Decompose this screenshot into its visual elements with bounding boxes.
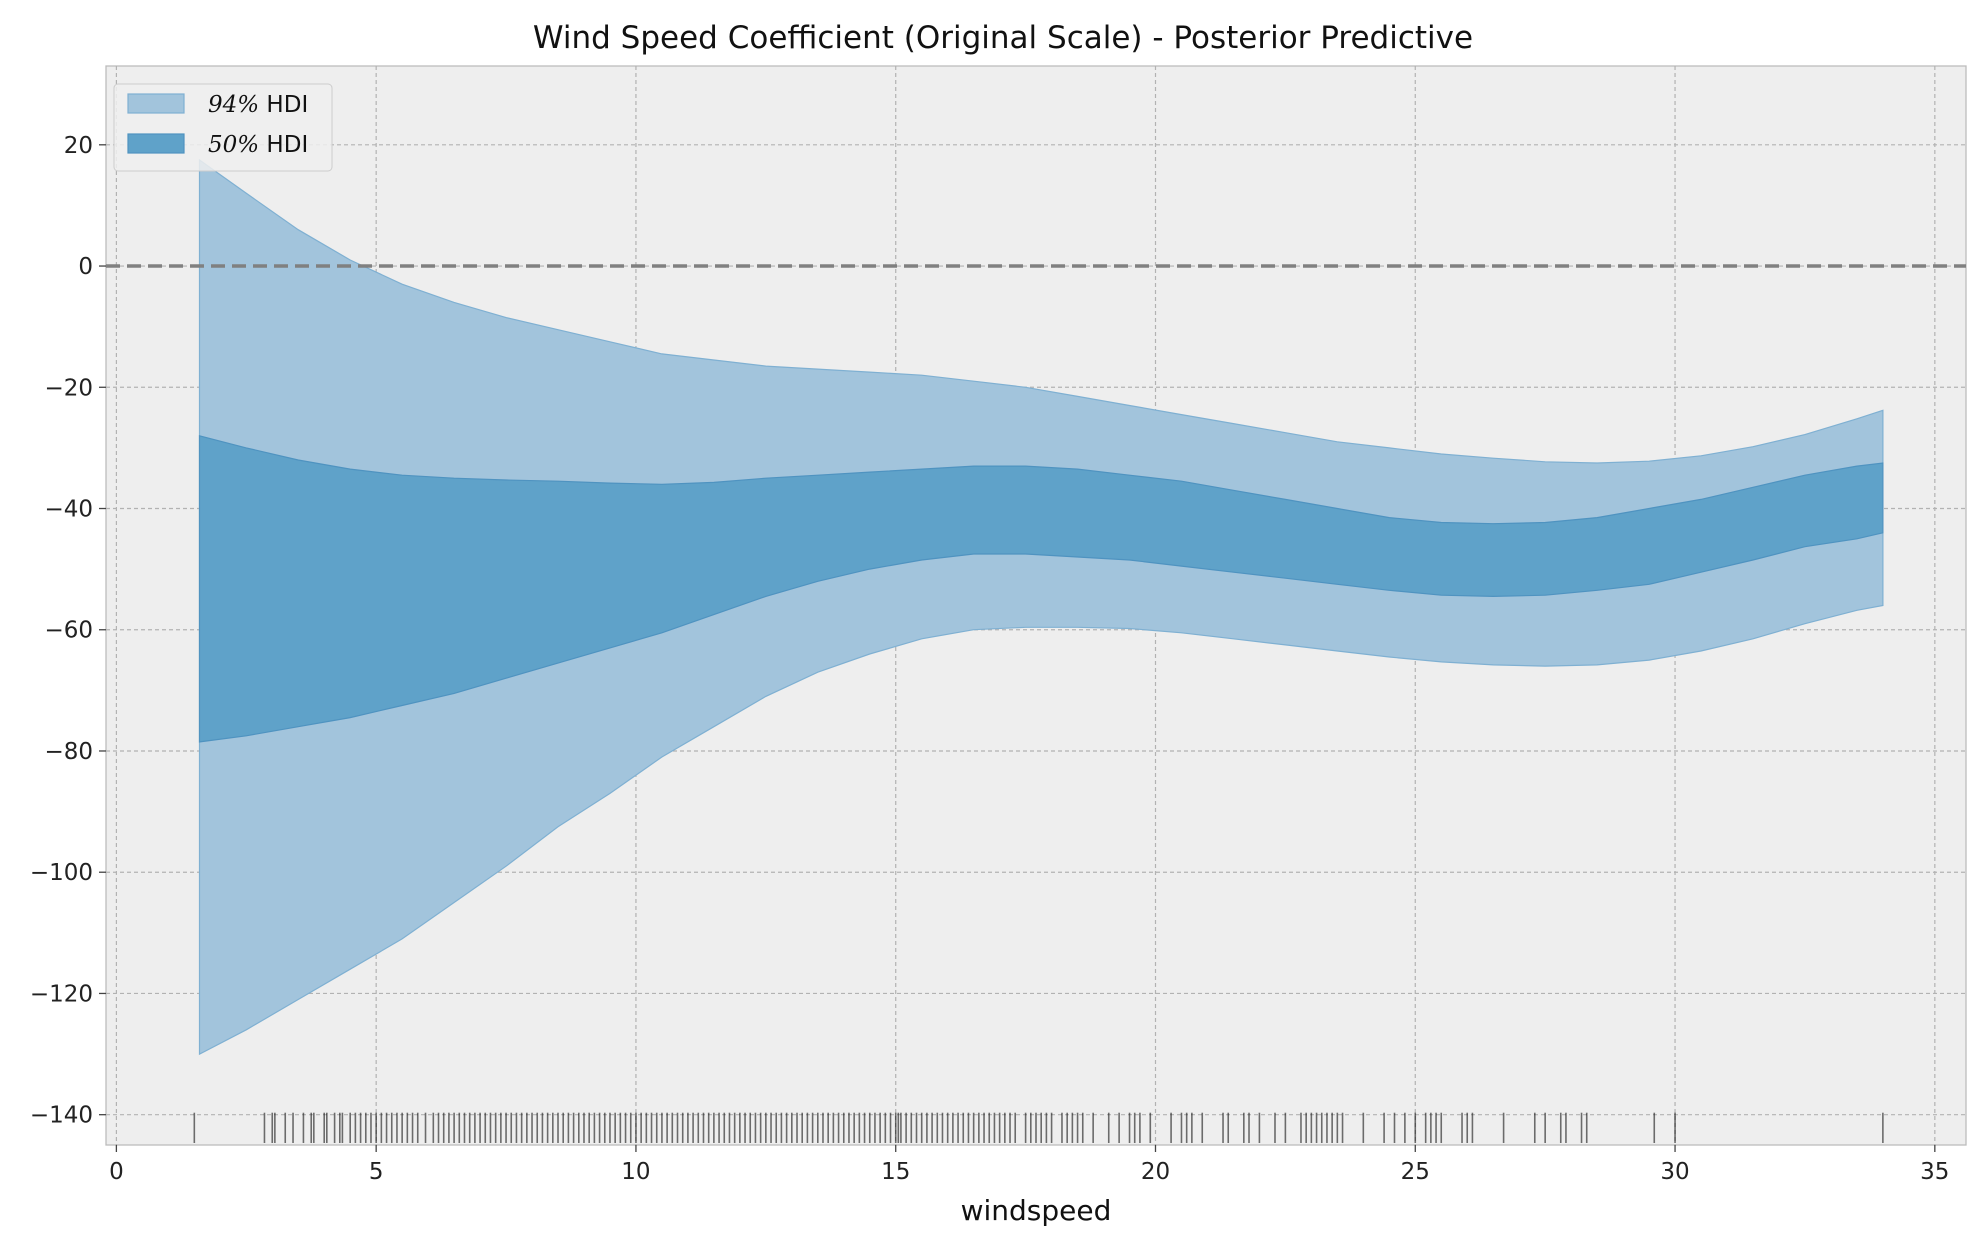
- legend-label-suffix: HDI: [259, 132, 308, 158]
- y-tick-label: 20: [64, 133, 93, 159]
- y-tick-label: 0: [78, 254, 93, 280]
- chart-title: Wind Speed Coefficient (Original Scale) …: [533, 20, 1473, 56]
- legend-swatch: [127, 93, 185, 114]
- y-tick-label: −120: [30, 981, 93, 1007]
- x-tick-label: 25: [1401, 1159, 1430, 1185]
- y-tick-label: −80: [44, 739, 93, 765]
- legend-label-percent: 50%: [208, 132, 259, 158]
- x-axis-label: windspeed: [961, 1194, 1112, 1227]
- legend-label: 50% HDI: [208, 132, 308, 158]
- x-tick-label: 30: [1660, 1159, 1689, 1185]
- legend-label-percent: 94%: [208, 92, 259, 118]
- x-tick-label: 0: [109, 1159, 124, 1185]
- y-axis-ticks: 20 0 −20 −40 −60 −80 −100 −120 −140: [30, 133, 106, 1129]
- x-axis-ticks: 0 5 10 15 20 25 30 35: [109, 1145, 1949, 1185]
- y-tick-label: −60: [44, 618, 93, 644]
- hdi-band-94: [198, 158, 1884, 1056]
- y-tick-label: −100: [30, 860, 93, 886]
- legend-label-suffix: HDI: [259, 92, 308, 118]
- x-tick-label: 35: [1920, 1159, 1949, 1185]
- legend-label: 94% HDI: [208, 92, 308, 118]
- y-tick-label: −20: [44, 375, 93, 401]
- legend-swatch: [127, 133, 185, 154]
- x-tick-label: 15: [881, 1159, 910, 1185]
- y-tick-label: −140: [30, 1103, 93, 1129]
- x-tick-label: 5: [369, 1159, 384, 1185]
- y-tick-label: −40: [44, 497, 93, 523]
- hdi-bands: [198, 158, 1884, 1056]
- hdi-band-50: [198, 435, 1884, 743]
- rug-marks: [193, 1112, 1884, 1143]
- x-tick-label: 10: [621, 1159, 650, 1185]
- x-tick-label: 20: [1141, 1159, 1170, 1185]
